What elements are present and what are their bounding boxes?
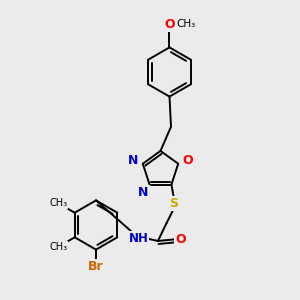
Text: O: O bbox=[164, 18, 175, 31]
Text: CH₃: CH₃ bbox=[50, 242, 68, 251]
Text: O: O bbox=[176, 233, 186, 246]
Text: NH: NH bbox=[128, 232, 148, 245]
Text: O: O bbox=[183, 154, 193, 167]
Text: CH₃: CH₃ bbox=[50, 199, 68, 208]
Text: Br: Br bbox=[88, 260, 104, 273]
Text: N: N bbox=[138, 186, 149, 199]
Text: S: S bbox=[169, 196, 178, 210]
Text: N: N bbox=[128, 154, 138, 167]
Text: CH₃: CH₃ bbox=[176, 19, 195, 29]
